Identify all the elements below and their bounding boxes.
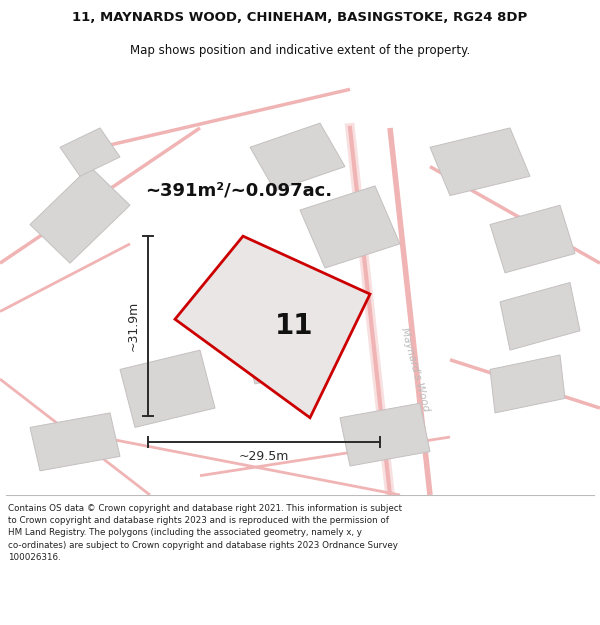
Polygon shape <box>340 403 430 466</box>
Polygon shape <box>120 350 215 428</box>
Polygon shape <box>490 355 565 413</box>
Text: ~29.5m: ~29.5m <box>239 449 289 462</box>
Polygon shape <box>490 205 575 273</box>
Polygon shape <box>30 413 120 471</box>
Text: ~31.9m: ~31.9m <box>127 301 140 351</box>
Polygon shape <box>60 128 120 176</box>
Text: ~391m²/~0.097ac.: ~391m²/~0.097ac. <box>145 181 332 199</box>
Polygon shape <box>500 282 580 350</box>
Polygon shape <box>250 123 345 191</box>
Polygon shape <box>175 236 370 418</box>
Polygon shape <box>30 167 130 263</box>
Text: Contains OS data © Crown copyright and database right 2021. This information is : Contains OS data © Crown copyright and d… <box>8 504 402 562</box>
Text: 11: 11 <box>275 312 314 341</box>
Text: Map shows position and indicative extent of the property.: Map shows position and indicative extent… <box>130 44 470 57</box>
Text: 11, MAYNARDS WOOD, CHINEHAM, BASINGSTOKE, RG24 8DP: 11, MAYNARDS WOOD, CHINEHAM, BASINGSTOKE… <box>73 11 527 24</box>
Polygon shape <box>430 128 530 196</box>
Polygon shape <box>300 186 400 268</box>
Polygon shape <box>240 316 325 384</box>
Text: Maynard's Wood: Maynard's Wood <box>399 326 431 412</box>
